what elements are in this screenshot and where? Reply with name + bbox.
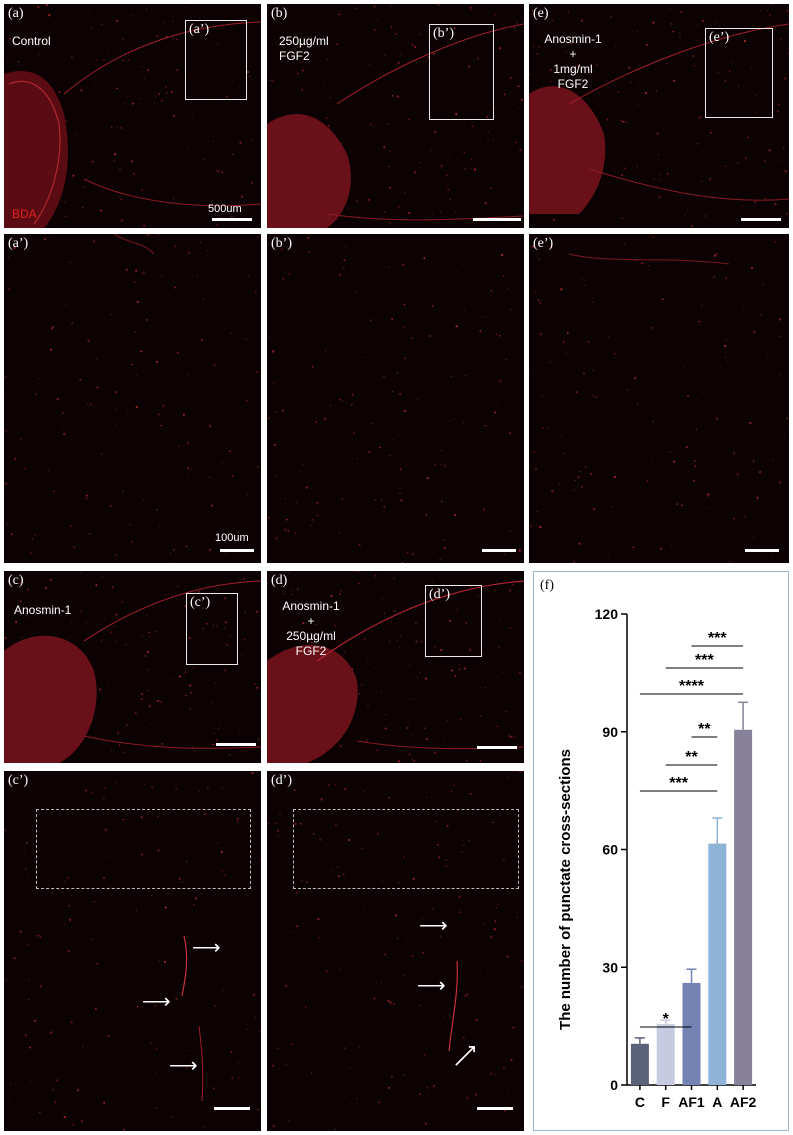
condition-label: 250µg/ml FGF2 — [279, 34, 329, 63]
scale-bar-label: 100um — [215, 532, 249, 544]
bar-C — [630, 1043, 649, 1085]
panel-label: (a) — [8, 6, 24, 21]
panel-label: (d) — [271, 573, 288, 588]
panel-e-anosmin-1mg-fgf2: (e) Anosmin-1 + 1mg/ml FGF2 (e’) — [529, 4, 789, 228]
bar-A — [708, 843, 727, 1085]
scale-bar — [741, 218, 781, 221]
panel-c-anosmin: (c) Anosmin-1 (c’) — [4, 571, 261, 763]
scale-bar — [477, 1107, 513, 1110]
inset-label: (c’) — [190, 595, 211, 610]
panel-b-prime: (b’) — [267, 234, 524, 563]
condition-label: Control — [12, 34, 51, 48]
speckle-texture — [529, 4, 789, 228]
dashed-region — [293, 809, 519, 889]
condition-label: Anosmin-1 + 250µg/ml FGF2 — [282, 599, 340, 658]
inset-box: (e’) — [705, 28, 773, 118]
speckle-texture — [4, 234, 260, 563]
x-tick-label: F — [661, 1094, 670, 1110]
y-tick-label: 120 — [595, 606, 619, 622]
panel-b-fgf2: (b) 250µg/ml FGF2 (b’) — [267, 4, 524, 228]
condition-label: Anosmin-1 + 1mg/ml FGF2 — [544, 32, 602, 91]
dashed-region — [36, 809, 251, 889]
speckle-texture — [267, 771, 523, 1130]
speckle-texture — [267, 236, 521, 563]
panel-label: (d’) — [271, 773, 292, 788]
x-tick-label: C — [635, 1094, 645, 1110]
panel-c-prime: (c’) ⟶ ⟶ ⟶ — [4, 771, 261, 1131]
panel-label: (e) — [533, 6, 549, 21]
scale-bar — [214, 1107, 250, 1110]
panel-label: (e’) — [533, 236, 554, 251]
bar-chart: 0 30 60 90 120 The number of punctate cross-s… — [557, 606, 757, 1110]
panel-label: (c’) — [8, 773, 29, 788]
significance-label: **** — [679, 678, 705, 695]
scale-bar-label: 500um — [208, 203, 242, 215]
scale-bar — [216, 743, 256, 746]
inset-label: (d’) — [429, 587, 450, 602]
bar-AF1 — [682, 982, 701, 1085]
panel-e-prime: (e’) — [529, 234, 789, 563]
inset-box: (a’) — [185, 20, 247, 100]
y-tick-label: 30 — [602, 959, 618, 975]
x-tick-label: AF1 — [678, 1094, 705, 1110]
bar-F — [656, 1024, 675, 1085]
significance-label: ** — [698, 721, 711, 738]
significance-label: *** — [695, 652, 714, 669]
inset-box: (d’) — [425, 585, 482, 657]
arrow-icon: ⟶ — [192, 937, 221, 959]
significance-label: *** — [669, 775, 688, 792]
inset-label: (e’) — [709, 30, 730, 45]
y-tick-label: 60 — [602, 842, 618, 858]
arrow-icon: ⟶ — [417, 975, 446, 997]
inset-label: (b’) — [433, 26, 454, 41]
x-tick-label: A — [712, 1094, 722, 1110]
panel-label: (f) — [540, 578, 554, 593]
panel-a-prime: (a’) 100um — [4, 234, 261, 563]
speckle-texture — [4, 771, 261, 1131]
significance-label: ** — [685, 749, 698, 766]
arrow-icon: ⟶ — [169, 1055, 198, 1077]
panel-label: (a’) — [8, 236, 29, 251]
scale-bar — [477, 746, 517, 749]
scale-bar — [745, 549, 779, 552]
panel-label: (b) — [271, 6, 288, 21]
bar-chart-panel-f: (f) 0 30 60 90 120 The number of punctate cro… — [533, 571, 789, 1131]
x-tick-label: AF2 — [730, 1094, 757, 1110]
arrow-icon: ⟶ — [419, 915, 448, 937]
bda-label: BDA — [12, 207, 37, 221]
arrow-icon: ⟶ — [142, 991, 171, 1013]
scale-bar — [473, 218, 521, 221]
y-axis-label: The number of punctate cross-sections — [557, 749, 574, 1030]
panel-d-prime: (d’) ⟶ ⟶ ⟶ — [267, 771, 524, 1131]
significance-label: * — [663, 1011, 670, 1028]
y-tick-label: 0 — [610, 1077, 618, 1093]
speckle-texture — [529, 236, 788, 563]
scale-bar — [220, 549, 254, 552]
panel-a-control: (a) Control (a’) BDA 500um — [4, 4, 261, 228]
panel-label: (b’) — [271, 236, 292, 251]
scale-bar — [482, 549, 516, 552]
bar-AF2 — [734, 729, 753, 1085]
panel-label: (c) — [8, 573, 24, 588]
scale-bar — [212, 218, 252, 221]
y-tick-label: 90 — [602, 724, 618, 740]
inset-box: (b’) — [429, 24, 494, 120]
significance-label: *** — [708, 630, 727, 647]
speckle-texture — [4, 4, 254, 228]
condition-label: Anosmin-1 — [14, 603, 72, 617]
inset-box: (c’) — [186, 593, 238, 665]
panel-d-anosmin-250-fgf2: (d) Anosmin-1 + 250µg/ml FGF2 (d’) — [267, 571, 524, 763]
inset-label: (a’) — [189, 22, 210, 37]
